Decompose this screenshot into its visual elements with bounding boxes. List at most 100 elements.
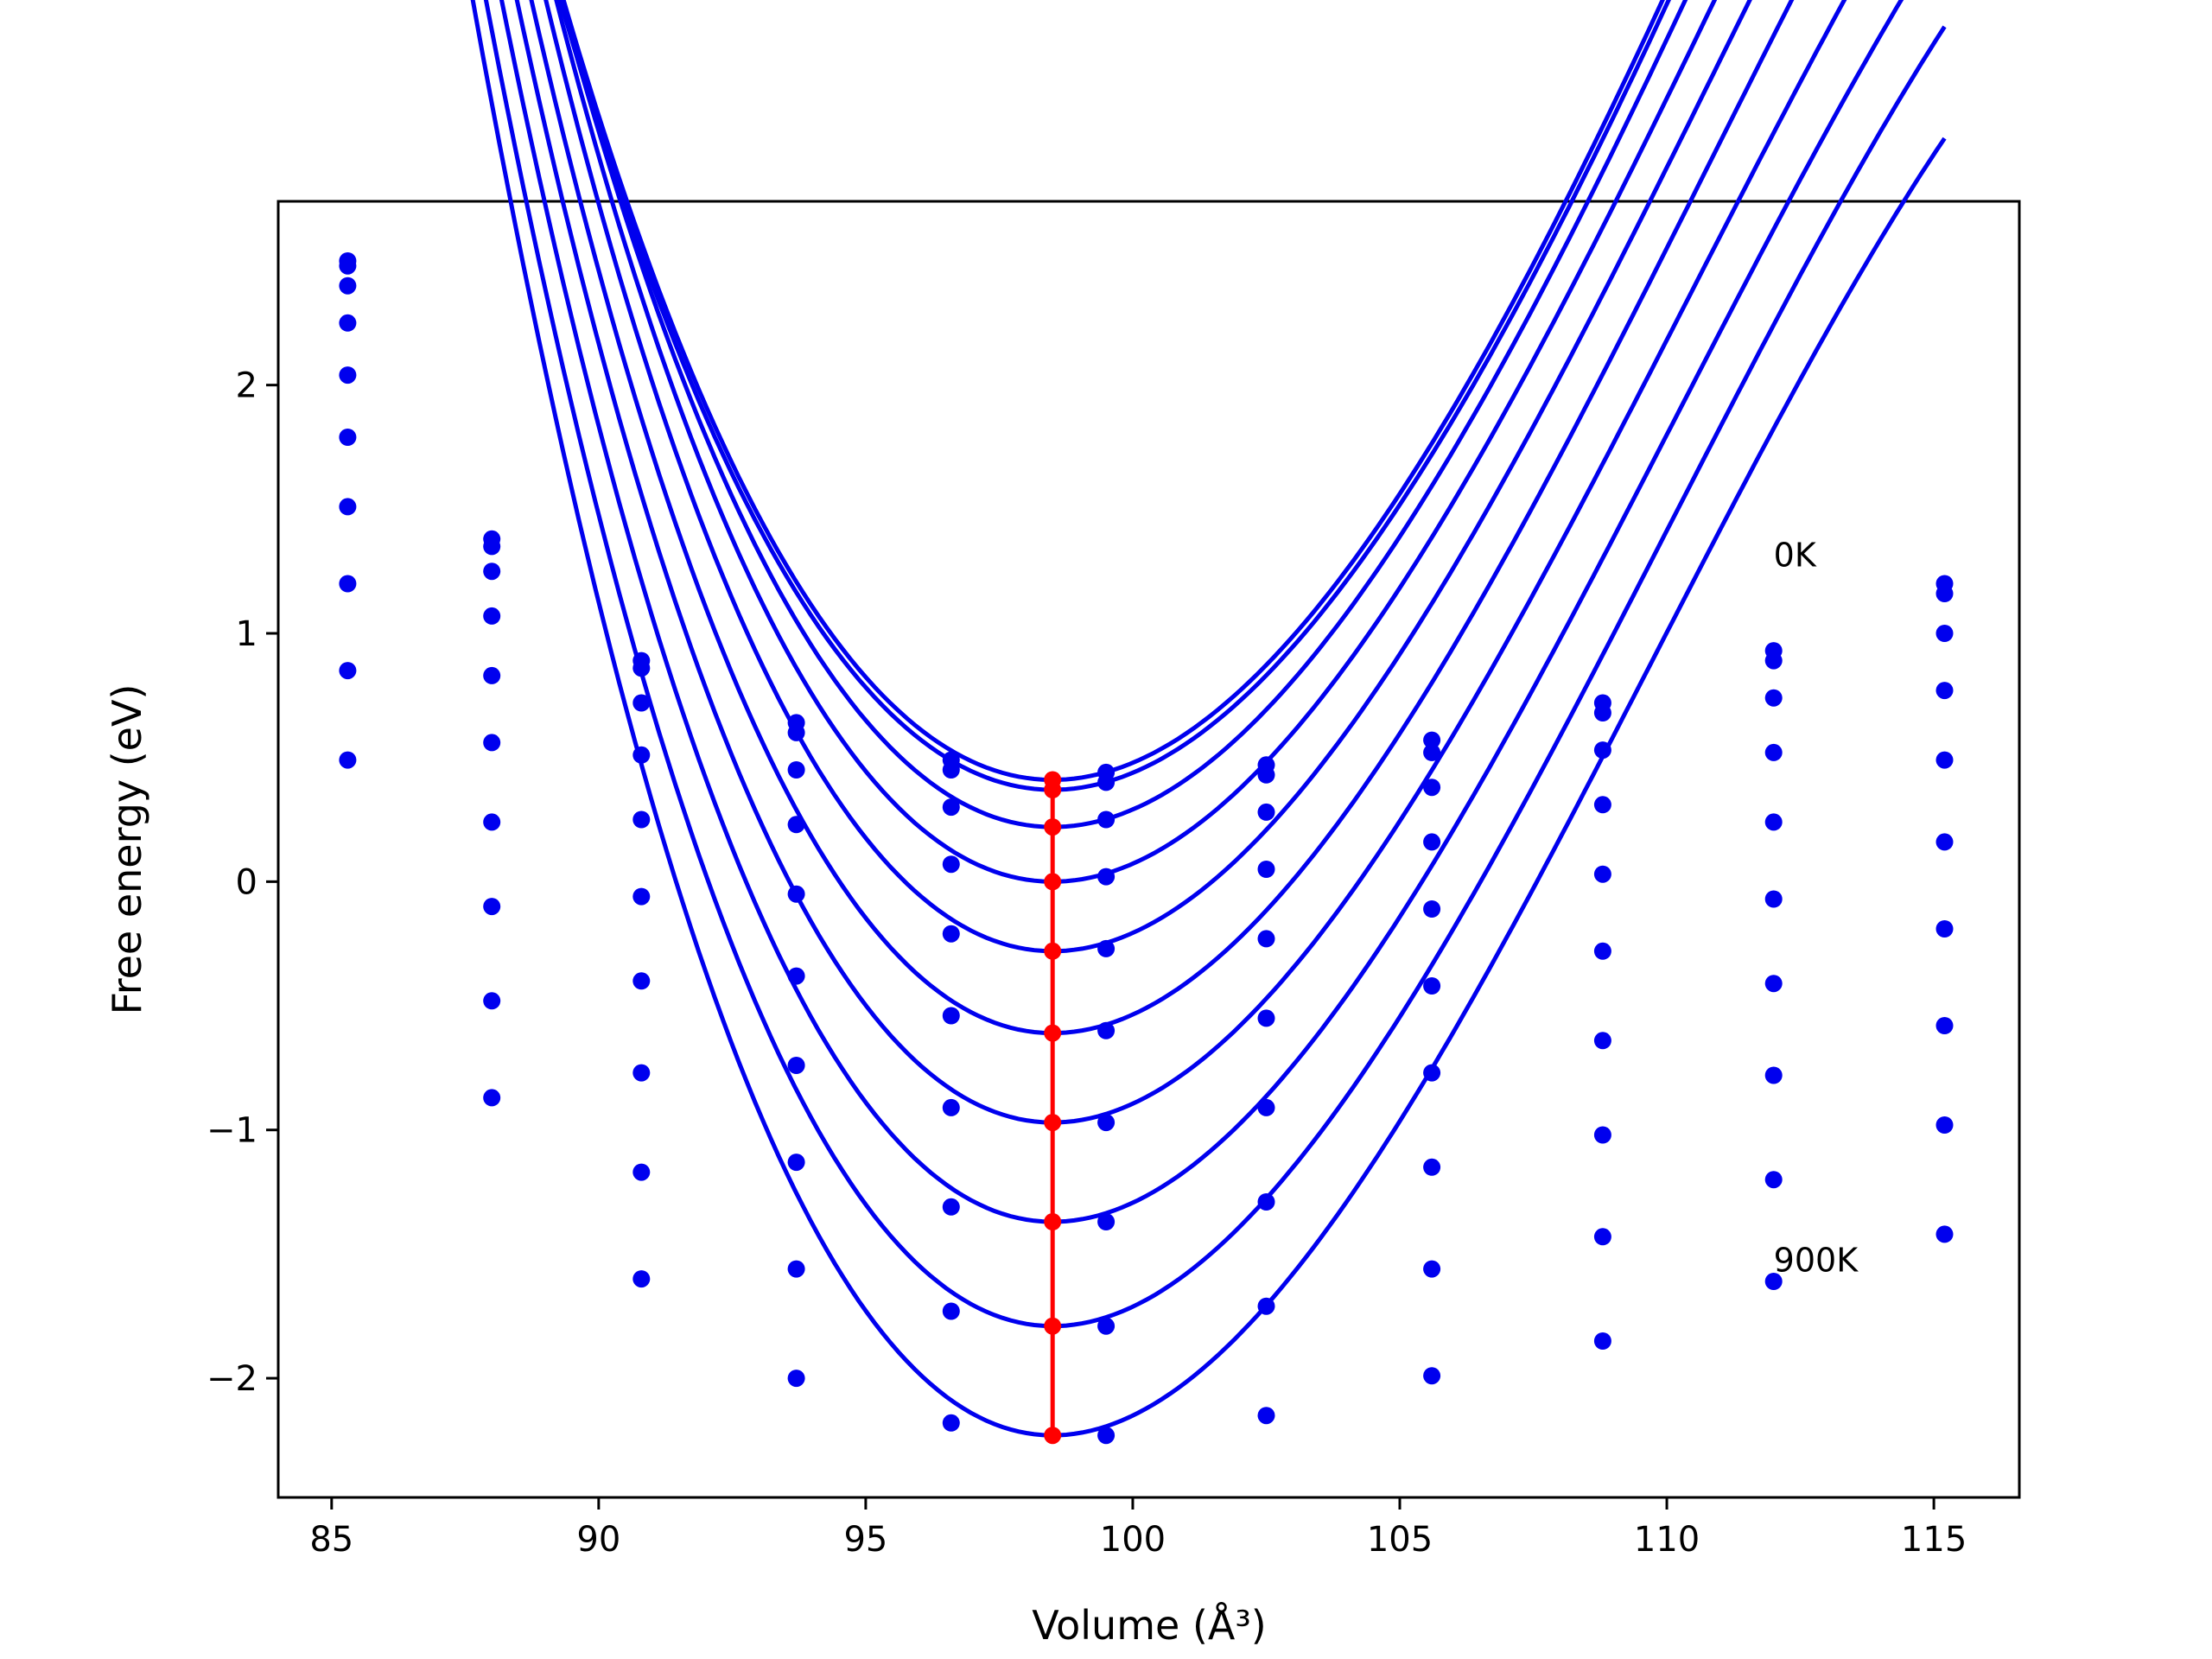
data-point <box>339 257 357 275</box>
data-point <box>1257 930 1275 948</box>
data-point <box>1423 1367 1441 1385</box>
data-point <box>1423 731 1441 749</box>
minimum-point <box>1044 1213 1062 1230</box>
data-point <box>1097 868 1116 886</box>
data-point <box>1936 1225 1954 1243</box>
data-point <box>1097 773 1116 791</box>
plot-frame <box>276 200 2021 1499</box>
data-point <box>1936 1116 1954 1134</box>
data-point <box>339 751 357 769</box>
fit-curve-3 <box>554 0 1718 884</box>
data-point <box>1257 1297 1275 1315</box>
data-point <box>1257 1407 1275 1425</box>
fit-curve-4 <box>543 0 1752 954</box>
data-point <box>787 816 805 834</box>
data-point <box>1936 1017 1954 1034</box>
data-point <box>1097 939 1116 957</box>
data-point <box>339 575 357 593</box>
data-point <box>942 1302 960 1320</box>
y-tick-label: −2 <box>207 1359 257 1399</box>
x-axis: 85 90 95 100 105 110 115 <box>309 1497 1967 1560</box>
data-point <box>632 810 651 829</box>
data-point <box>632 746 651 764</box>
data-point <box>1764 1171 1783 1189</box>
minimum-point <box>1044 781 1062 798</box>
data-point <box>1593 796 1611 814</box>
data-point <box>942 1414 960 1432</box>
fit-curve-9 <box>470 0 1947 1438</box>
data-point <box>787 885 805 903</box>
data-point <box>942 1198 960 1216</box>
annotations: 0K 900K <box>1774 536 1859 1279</box>
data-point <box>1423 977 1441 995</box>
fit-curve-5 <box>529 0 1795 1036</box>
y-axis-label: Free energy (eV) <box>104 684 150 1015</box>
data-point <box>1936 682 1954 700</box>
data-point <box>942 1098 960 1116</box>
data-point <box>632 1064 651 1082</box>
data-point <box>1593 865 1611 883</box>
data-point <box>1423 779 1441 797</box>
y-tick-label: 1 <box>236 614 257 654</box>
data-point <box>339 429 357 446</box>
fit-curve-7 <box>499 0 1904 1224</box>
minimum-point <box>1044 942 1062 960</box>
minimum-point <box>1044 873 1062 891</box>
data-point <box>787 1154 805 1172</box>
data-point <box>339 498 357 516</box>
data-point <box>339 662 357 680</box>
x-tick-label: 85 <box>309 1520 353 1560</box>
data-point <box>1423 900 1441 918</box>
data-point <box>1423 743 1441 761</box>
data-point <box>1423 1158 1441 1176</box>
y-tick-label: −1 <box>207 1111 257 1151</box>
data-point <box>1936 751 1954 769</box>
data-point <box>483 992 501 1010</box>
data-point <box>1423 1064 1441 1082</box>
data-point <box>942 798 960 817</box>
data-point <box>1936 625 1954 642</box>
x-tick-label: 115 <box>1901 1520 1967 1560</box>
y-tick-label: 0 <box>236 862 257 902</box>
minimum-point <box>1044 818 1062 836</box>
y-axis: −2 −1 0 1 2 <box>207 366 278 1399</box>
data-point <box>483 607 501 625</box>
data-point <box>1936 920 1954 938</box>
data-point <box>1097 1427 1116 1445</box>
data-point <box>1593 1228 1611 1246</box>
minimum-point <box>1044 1024 1062 1042</box>
data-point <box>1423 833 1441 851</box>
data-point <box>787 761 805 779</box>
data-point <box>632 1163 651 1181</box>
data-point <box>1593 1332 1611 1350</box>
data-point <box>1593 741 1611 760</box>
minimum-point <box>1044 1317 1062 1335</box>
data-point <box>1097 1317 1116 1335</box>
data-point <box>1764 743 1783 761</box>
data-point <box>942 925 960 943</box>
data-point <box>1593 942 1611 960</box>
data-point <box>483 1089 501 1107</box>
data-point <box>1764 975 1783 993</box>
temperature-annotation: 900K <box>1774 1242 1859 1280</box>
x-tick-label: 90 <box>576 1520 620 1560</box>
fit-curve-0 <box>561 0 1665 783</box>
x-axis-label: Volume (Å³) <box>1032 1602 1267 1649</box>
data-point <box>1097 1021 1116 1039</box>
data-point <box>632 659 651 677</box>
data-point <box>1423 1260 1441 1278</box>
data-point <box>1764 689 1783 707</box>
data-point <box>1257 803 1275 821</box>
data-point <box>1764 652 1783 670</box>
data-point <box>1764 1273 1783 1290</box>
data-point <box>942 761 960 779</box>
data-point <box>483 813 501 831</box>
fit-curve-2 <box>558 0 1688 830</box>
fit-curves <box>470 0 1947 1438</box>
data-point <box>632 1270 651 1288</box>
data-point <box>1764 813 1783 831</box>
data-point <box>787 1370 805 1388</box>
x-tick-label: 110 <box>1634 1520 1700 1560</box>
data-point <box>1257 861 1275 878</box>
x-tick-label: 100 <box>1100 1520 1166 1560</box>
